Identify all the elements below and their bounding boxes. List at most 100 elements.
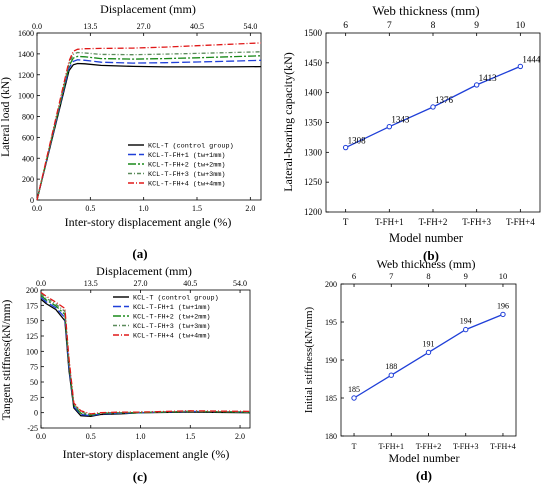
panel-a: Displacement (mm) 0.0 13.5 27.0 40.5 54.0 0 2… bbox=[0, 2, 262, 261]
series-line bbox=[36, 42, 262, 201]
data-label: 196 bbox=[497, 301, 509, 310]
x-tick-label: T-FH+4 bbox=[506, 217, 535, 227]
panel-a-series bbox=[36, 42, 262, 201]
data-label: 188 bbox=[385, 362, 397, 371]
top-tick-label: 54.0 bbox=[243, 22, 257, 31]
x-tick-label: T-FH+3 bbox=[453, 442, 479, 451]
x-tick-label: T-FH+4 bbox=[490, 442, 516, 451]
top-tick-label: 27.0 bbox=[137, 22, 151, 31]
panel-d-y-axis-title: Initial stiffness(kN/mm) bbox=[303, 306, 315, 413]
y-tick-label: 50 bbox=[30, 378, 38, 387]
y-tick-label: 1000 bbox=[18, 92, 34, 101]
top-tick-label: 6 bbox=[352, 271, 356, 281]
panel-d-series: 185 188 191 194 196 bbox=[348, 301, 509, 401]
data-point bbox=[388, 372, 394, 378]
panel-c-label: (c) bbox=[133, 469, 147, 484]
data-label: 185 bbox=[348, 385, 360, 394]
series-line bbox=[353, 313, 504, 399]
data-label: 191 bbox=[423, 339, 435, 348]
top-tick-label: 8 bbox=[426, 271, 430, 281]
y-tick-label: 175 bbox=[26, 301, 38, 310]
data-point bbox=[463, 326, 469, 333]
y-tick-label: 200 bbox=[325, 280, 337, 289]
x-tick-label: 1.5 bbox=[185, 432, 195, 441]
panel-b-top-axis-title: Web thickness (mm) bbox=[372, 3, 479, 18]
y-tick-label: 185 bbox=[325, 394, 337, 403]
top-tick-label: 13.5 bbox=[83, 22, 97, 31]
data-point bbox=[386, 123, 393, 130]
top-tick-label: 54.0 bbox=[233, 279, 247, 288]
panel-b-series: 1308 1343 1376 1413 1444 bbox=[342, 54, 541, 151]
panel-a-top-ticks: 0.0 13.5 27.0 40.5 54.0 bbox=[32, 22, 257, 36]
data-label: 1444 bbox=[522, 54, 541, 64]
y-tick-label: 1300 bbox=[304, 147, 323, 157]
x-tick-label: T-FH+1 bbox=[375, 217, 404, 227]
panel-c-y-ticks: -25 0 25 50 75 100 125 150 175 200 bbox=[26, 286, 44, 433]
y-tick-label: 100 bbox=[26, 347, 38, 356]
y-tick-label: 180 bbox=[325, 432, 337, 441]
series-line bbox=[36, 59, 262, 201]
y-tick-label: 200 bbox=[22, 175, 34, 184]
panel-d-y-ticks: 180 185 190 195 200 bbox=[325, 280, 344, 441]
y-tick-label: 1450 bbox=[304, 58, 323, 68]
panel-c-x-axis-title: Inter-story displacement angle (%) bbox=[63, 447, 230, 461]
y-tick-label: 1500 bbox=[304, 28, 323, 38]
panel-b-x-ticks: T T-FH+1 T-FH+2 T-FH+3 T-FH+4 bbox=[343, 209, 535, 227]
panel-a-x-axis-title: Inter-story displacement angle (%) bbox=[65, 215, 232, 229]
panel-c-legend: KCL-T (control group)KCL-T-FH+1 (tw+1mm)… bbox=[113, 295, 219, 341]
panel-b-top-ticks: 6 7 8 9 10 bbox=[343, 21, 525, 36]
x-tick-label: 2.0 bbox=[235, 432, 245, 441]
legend-label: KCL-T-FH+2 (tw+2mm) bbox=[133, 314, 211, 322]
panel-d-x-ticks: T T-FH+1 T-FH+2 T-FH+3 T-FH+4 bbox=[352, 433, 516, 451]
legend-label: KCL-T-FH+3 (tw+3mm) bbox=[133, 323, 211, 331]
top-tick-label: 7 bbox=[389, 271, 393, 281]
legend-label: KCL-T-FH+1 (tw+1mm) bbox=[148, 152, 226, 160]
panel-d-x-axis-title: Model number bbox=[389, 451, 460, 465]
data-point bbox=[517, 63, 524, 70]
y-tick-label: 1250 bbox=[304, 177, 323, 187]
panel-a-legend: KCL-T (control group)KCL-T-FH+1 (tw+1mm)… bbox=[128, 143, 234, 189]
y-tick-label: 1200 bbox=[304, 207, 323, 217]
data-label: 1413 bbox=[479, 73, 498, 83]
panel-d-top-ticks: 6 7 8 9 10 bbox=[352, 271, 507, 287]
top-tick-label: 9 bbox=[474, 21, 479, 31]
x-tick-label: T bbox=[343, 217, 349, 227]
data-label: 1343 bbox=[391, 115, 410, 125]
top-tick-label: 40.5 bbox=[183, 279, 197, 288]
y-tick-label: 1600 bbox=[18, 29, 34, 38]
y-tick-label: 0 bbox=[30, 196, 34, 205]
y-tick-label: 1400 bbox=[304, 88, 323, 98]
y-tick-label: 190 bbox=[325, 356, 337, 365]
data-point bbox=[351, 395, 357, 401]
x-tick-label: 0.0 bbox=[32, 204, 42, 213]
y-tick-label: 600 bbox=[22, 133, 34, 142]
panel-b: Web thickness (mm) 6 7 8 9 10 1200 1250 1300 13… bbox=[281, 3, 541, 263]
series-line bbox=[40, 295, 251, 416]
y-tick-label: 0 bbox=[34, 409, 38, 418]
data-point bbox=[425, 349, 432, 356]
top-tick-label: 10 bbox=[516, 21, 526, 31]
panel-a-label: (a) bbox=[132, 246, 147, 261]
y-tick-label: 25 bbox=[30, 393, 38, 402]
x-tick-label: 2.0 bbox=[245, 204, 255, 213]
panel-a-x-ticks: 0.0 0.5 1.0 1.5 2.0 bbox=[32, 197, 255, 213]
y-tick-label: 125 bbox=[26, 332, 38, 341]
top-tick-label: 7 bbox=[387, 21, 392, 31]
panel-b-y-axis-title: Lateral-bearing capacity(kN) bbox=[281, 52, 295, 192]
top-tick-label: 27.0 bbox=[134, 279, 148, 288]
series-line bbox=[40, 293, 251, 416]
series-line bbox=[36, 62, 262, 201]
y-tick-label: 195 bbox=[325, 318, 337, 327]
y-tick-label: 150 bbox=[26, 317, 38, 326]
legend-label: KCL-T (control group) bbox=[133, 295, 219, 303]
top-tick-label: 40.5 bbox=[190, 22, 204, 31]
panel-c-top-axis-title: Displacement (mm) bbox=[96, 264, 192, 278]
series-line bbox=[40, 291, 251, 415]
top-tick-label: 0.0 bbox=[32, 22, 42, 31]
panel-c: Displacement (mm) 0.0 13.5 27.0 40.5 54.0 -2… bbox=[1, 264, 251, 484]
panel-d-label: (d) bbox=[416, 468, 432, 483]
y-tick-label: 400 bbox=[22, 154, 34, 163]
legend-label: KCL-T-FH+3 (tw+3mm) bbox=[148, 171, 226, 179]
y-tick-label: 75 bbox=[30, 363, 38, 372]
